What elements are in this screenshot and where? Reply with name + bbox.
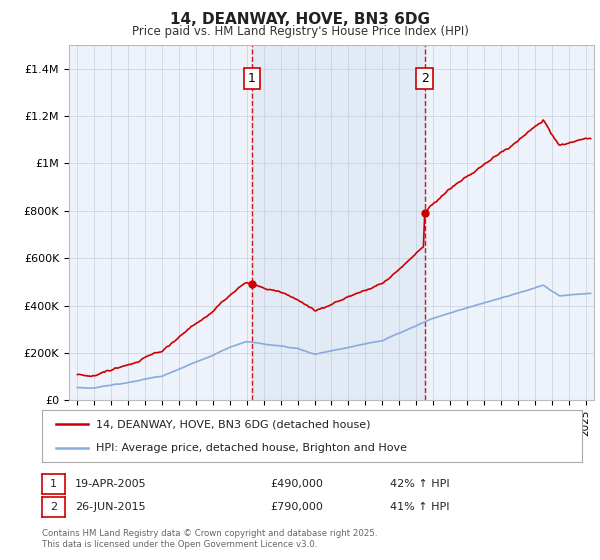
Text: Contains HM Land Registry data © Crown copyright and database right 2025.
This d: Contains HM Land Registry data © Crown c… [42,529,377,549]
Text: 2: 2 [50,502,57,512]
Text: HPI: Average price, detached house, Brighton and Hove: HPI: Average price, detached house, Brig… [96,443,407,453]
Bar [252,45,425,400]
Text: 1: 1 [50,479,57,489]
Text: Price paid vs. HM Land Registry's House Price Index (HPI): Price paid vs. HM Land Registry's House … [131,25,469,38]
Text: 14, DEANWAY, HOVE, BN3 6DG (detached house): 14, DEANWAY, HOVE, BN3 6DG (detached hou… [96,419,371,430]
Text: 19-APR-2005: 19-APR-2005 [75,479,146,489]
Text: 14, DEANWAY, HOVE, BN3 6DG: 14, DEANWAY, HOVE, BN3 6DG [170,12,430,27]
Text: 42% ↑ HPI: 42% ↑ HPI [390,479,449,489]
Text: 41% ↑ HPI: 41% ↑ HPI [390,502,449,512]
Text: 1: 1 [248,72,256,85]
Text: £790,000: £790,000 [270,502,323,512]
Text: £490,000: £490,000 [270,479,323,489]
Text: 26-JUN-2015: 26-JUN-2015 [75,502,146,512]
Text: 2: 2 [421,72,428,85]
